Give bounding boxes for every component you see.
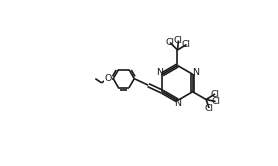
Text: Cl: Cl bbox=[210, 89, 220, 98]
Text: O: O bbox=[104, 74, 111, 83]
Text: Cl: Cl bbox=[182, 40, 191, 49]
Text: Cl: Cl bbox=[174, 36, 183, 45]
Text: Cl: Cl bbox=[205, 103, 214, 113]
Text: Cl: Cl bbox=[211, 97, 220, 106]
Text: N: N bbox=[156, 68, 163, 77]
Text: N: N bbox=[174, 99, 181, 108]
Text: Cl: Cl bbox=[165, 38, 175, 47]
Text: N: N bbox=[192, 68, 199, 77]
